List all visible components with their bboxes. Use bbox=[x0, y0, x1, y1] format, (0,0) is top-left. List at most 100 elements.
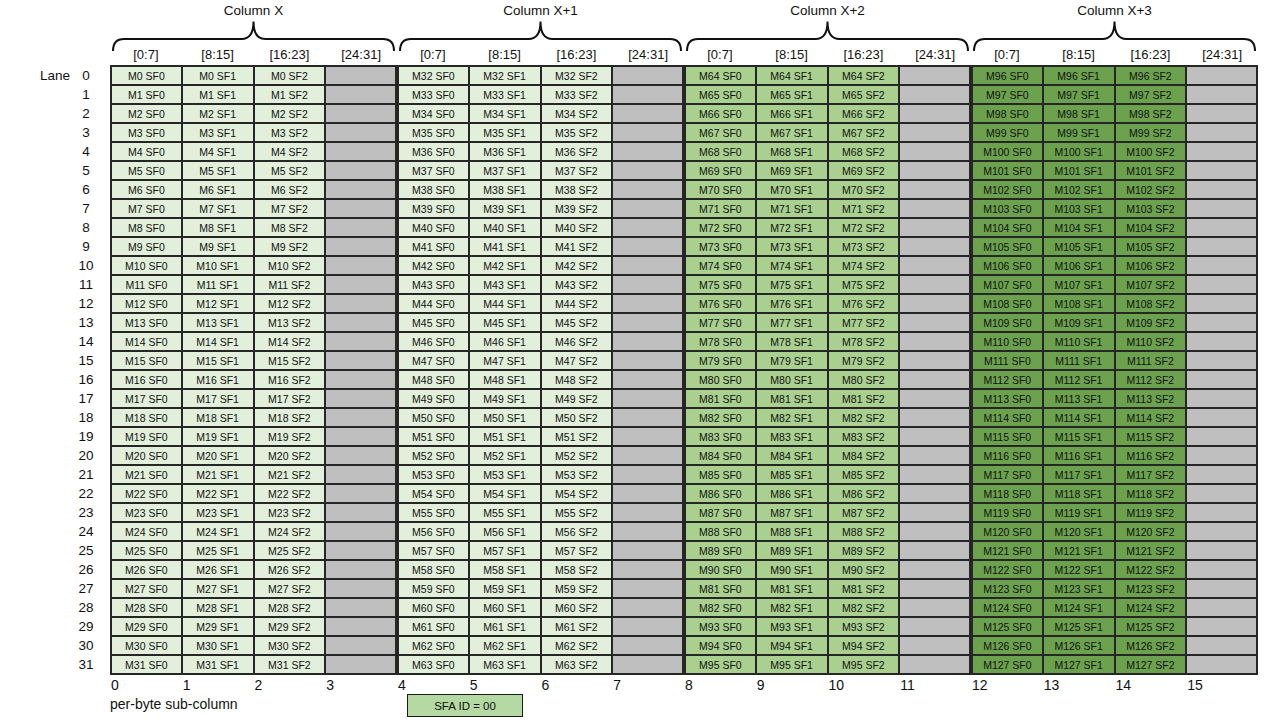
marker-cell: M63 SF2 bbox=[542, 656, 612, 673]
marker-cell: M12 SF0 bbox=[112, 295, 181, 312]
marker-cell: M113 SF0 bbox=[973, 390, 1042, 407]
marker-cell: M103 SF0 bbox=[973, 200, 1042, 217]
marker-cell: M98 SF0 bbox=[973, 105, 1042, 122]
marker-cell: M1 SF1 bbox=[183, 86, 253, 103]
marker-cell: M53 SF2 bbox=[542, 466, 612, 483]
marker-cell: M68 SF2 bbox=[829, 143, 899, 160]
marker-cell: M78 SF0 bbox=[686, 333, 755, 350]
empty-byte-cell bbox=[900, 599, 969, 616]
marker-cell: M102 SF2 bbox=[1116, 181, 1186, 198]
marker-cell: M56 SF2 bbox=[542, 523, 612, 540]
lane-number: 29 bbox=[64, 618, 108, 635]
marker-cell: M35 SF1 bbox=[470, 124, 540, 141]
empty-byte-cell bbox=[1187, 86, 1256, 103]
marker-cell: M84 SF1 bbox=[757, 447, 827, 464]
marker-cell: M96 SF1 bbox=[1044, 67, 1114, 84]
marker-cell: M59 SF0 bbox=[399, 580, 468, 597]
empty-byte-cell bbox=[613, 86, 682, 103]
empty-byte-cell bbox=[613, 333, 682, 350]
marker-cell: M120 SF1 bbox=[1044, 523, 1114, 540]
marker-cell: M87 SF1 bbox=[757, 504, 827, 521]
empty-byte-cell bbox=[1187, 276, 1256, 293]
marker-grid: M32 SF0M32 SF1M32 SF2M33 SF0M33 SF1M33 S… bbox=[397, 65, 684, 675]
marker-cell: M77 SF1 bbox=[757, 314, 827, 331]
marker-cell: M110 SF1 bbox=[1044, 333, 1114, 350]
marker-cell: M124 SF0 bbox=[973, 599, 1042, 616]
marker-cell: M53 SF1 bbox=[470, 466, 540, 483]
empty-byte-cell bbox=[1187, 162, 1256, 179]
marker-cell: M93 SF2 bbox=[829, 618, 899, 635]
empty-byte-cell bbox=[613, 580, 682, 597]
empty-byte-cell bbox=[1187, 333, 1256, 350]
marker-cell: M40 SF2 bbox=[542, 219, 612, 236]
byte-range-header: [0:7] bbox=[971, 46, 1043, 63]
empty-byte-cell bbox=[900, 67, 969, 84]
byte-range-header: [8:15] bbox=[756, 46, 828, 63]
marker-cell: M26 SF1 bbox=[183, 561, 253, 578]
lane-number: 20 bbox=[64, 447, 108, 464]
empty-byte-cell bbox=[613, 409, 682, 426]
empty-byte-cell bbox=[326, 371, 395, 388]
marker-cell: M115 SF0 bbox=[973, 428, 1042, 445]
marker-cell: M22 SF2 bbox=[255, 485, 325, 502]
marker-cell: M101 SF2 bbox=[1116, 162, 1186, 179]
byte-range-header: [8:15] bbox=[469, 46, 541, 63]
lane-number: 14 bbox=[64, 333, 108, 350]
marker-cell: M47 SF1 bbox=[470, 352, 540, 369]
subcolumn-tick: 13 bbox=[1044, 677, 1060, 694]
byte-range-header: [0:7] bbox=[684, 46, 756, 63]
marker-cell: M37 SF1 bbox=[470, 162, 540, 179]
marker-cell: M16 SF0 bbox=[112, 371, 181, 388]
marker-cell: M49 SF2 bbox=[542, 390, 612, 407]
marker-cell: M48 SF0 bbox=[399, 371, 468, 388]
lane-number: 28 bbox=[64, 599, 108, 616]
marker-cell: M74 SF2 bbox=[829, 257, 899, 274]
marker-cell: M14 SF0 bbox=[112, 333, 181, 350]
empty-byte-cell bbox=[1187, 257, 1256, 274]
byte-range-header: [0:7] bbox=[397, 46, 469, 63]
marker-cell: M104 SF1 bbox=[1044, 219, 1114, 236]
marker-cell: M3 SF0 bbox=[112, 124, 181, 141]
marker-cell: M12 SF1 bbox=[183, 295, 253, 312]
marker-cell: M109 SF1 bbox=[1044, 314, 1114, 331]
marker-cell: M100 SF1 bbox=[1044, 143, 1114, 160]
marker-cell: M102 SF1 bbox=[1044, 181, 1114, 198]
marker-cell: M121 SF0 bbox=[973, 542, 1042, 559]
empty-byte-cell bbox=[900, 124, 969, 141]
empty-byte-cell bbox=[900, 314, 969, 331]
marker-cell: M69 SF1 bbox=[757, 162, 827, 179]
marker-cell: M52 SF0 bbox=[399, 447, 468, 464]
marker-cell: M66 SF0 bbox=[686, 105, 755, 122]
marker-cell: M42 SF0 bbox=[399, 257, 468, 274]
marker-cell: M112 SF1 bbox=[1044, 371, 1114, 388]
column-group-label: Column X+3 bbox=[971, 3, 1258, 18]
empty-byte-cell bbox=[900, 409, 969, 426]
marker-cell: M13 SF0 bbox=[112, 314, 181, 331]
marker-cell: M115 SF2 bbox=[1116, 428, 1186, 445]
marker-cell: M19 SF2 bbox=[255, 428, 325, 445]
marker-cell: M57 SF0 bbox=[399, 542, 468, 559]
marker-cell: M43 SF0 bbox=[399, 276, 468, 293]
empty-byte-cell bbox=[326, 105, 395, 122]
marker-cell: M23 SF2 bbox=[255, 504, 325, 521]
marker-cell: M46 SF2 bbox=[542, 333, 612, 350]
marker-cell: M65 SF1 bbox=[757, 86, 827, 103]
marker-grid: M96 SF0M96 SF1M96 SF2M97 SF0M97 SF1M97 S… bbox=[971, 65, 1258, 675]
subcolumn-tick: 2 bbox=[255, 677, 263, 694]
marker-cell: M49 SF1 bbox=[470, 390, 540, 407]
marker-cell: M119 SF0 bbox=[973, 504, 1042, 521]
marker-cell: M26 SF2 bbox=[255, 561, 325, 578]
empty-byte-cell bbox=[900, 561, 969, 578]
empty-byte-cell bbox=[613, 504, 682, 521]
empty-byte-cell bbox=[900, 352, 969, 369]
marker-cell: M59 SF1 bbox=[470, 580, 540, 597]
marker-cell: M49 SF0 bbox=[399, 390, 468, 407]
marker-cell: M78 SF2 bbox=[829, 333, 899, 350]
marker-cell: M21 SF1 bbox=[183, 466, 253, 483]
marker-cell: M121 SF2 bbox=[1116, 542, 1186, 559]
empty-byte-cell bbox=[326, 428, 395, 445]
empty-byte-cell bbox=[326, 257, 395, 274]
marker-cell: M26 SF0 bbox=[112, 561, 181, 578]
marker-cell: M70 SF1 bbox=[757, 181, 827, 198]
empty-byte-cell bbox=[900, 466, 969, 483]
